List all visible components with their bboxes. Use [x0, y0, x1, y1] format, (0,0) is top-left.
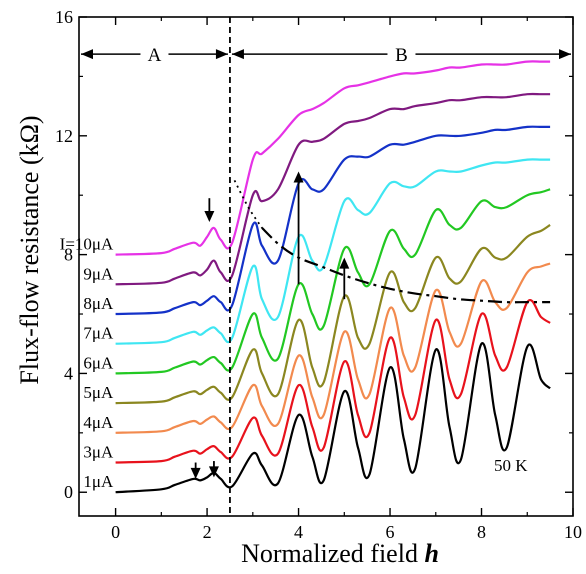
- series-label: 9μA: [83, 264, 114, 283]
- series-label: 8μA: [83, 294, 114, 313]
- series-line: [115, 342, 551, 494]
- series-line: [115, 188, 551, 375]
- plot-frame: [78, 16, 574, 517]
- x-axis-title-var: h: [424, 539, 438, 568]
- series-line: [115, 223, 551, 405]
- y-tick-label: 12: [55, 126, 73, 146]
- series-line: [115, 299, 551, 464]
- series-label: I=10μA: [60, 235, 114, 254]
- x-tick-label: 2: [203, 522, 212, 542]
- series-label: 6μA: [83, 353, 114, 372]
- x-axis-title-main: Normalized field: [241, 539, 424, 568]
- series-label: 4μA: [83, 413, 114, 432]
- series-label: 3μA: [83, 443, 114, 462]
- guide-curve-dash-dot: [261, 227, 551, 304]
- region-a-label: A: [148, 45, 162, 66]
- y-tick-label: 16: [55, 7, 73, 27]
- marker-arrow-head: [208, 466, 219, 478]
- series-label: 7μA: [83, 324, 114, 343]
- x-tick-label: 4: [294, 522, 303, 542]
- series-line: [115, 125, 551, 316]
- marker-arrow-head: [293, 171, 304, 183]
- series-label: 1μA: [83, 472, 114, 491]
- x-tick-label: 8: [477, 522, 486, 542]
- region-b-arrowhead-right: [559, 49, 571, 60]
- y-tick-label: 4: [64, 363, 73, 383]
- x-axis-title: Normalized field h: [241, 539, 439, 568]
- y-tick-label: 0: [64, 482, 73, 502]
- series-line: [115, 262, 551, 434]
- series-label: 5μA: [83, 383, 114, 402]
- series-line: [115, 158, 551, 345]
- x-tick-label: 6: [386, 522, 395, 542]
- region-b-label: B: [395, 45, 408, 66]
- region-a-arrowhead-right: [215, 49, 228, 60]
- y-tick-label: 8: [64, 245, 73, 265]
- marker-arrow-head: [204, 210, 215, 222]
- x-tick-label: 10: [564, 522, 582, 542]
- series-line: [115, 92, 551, 286]
- series-line: [115, 60, 551, 256]
- x-tick-label: 0: [111, 522, 120, 542]
- region-b-arrowhead-left: [231, 49, 244, 60]
- y-axis-title: Flux-flow resistance (kΩ): [15, 115, 44, 384]
- marker-arrow-head: [339, 257, 350, 269]
- temperature-label: 50 K: [494, 456, 528, 475]
- plot-border: [78, 16, 574, 517]
- guide-curve-dotted: [233, 179, 263, 229]
- curves-layer: 1μA 3μA 4μA 5μA 6μA 7μA 8μA 9μA I=10μA: [60, 60, 551, 494]
- ticks-layer: 0 2 4 6 8 10 0 4 8 12 16: [55, 7, 582, 542]
- marker-arrow-head: [190, 467, 201, 479]
- region-a-arrowhead-left: [81, 49, 93, 60]
